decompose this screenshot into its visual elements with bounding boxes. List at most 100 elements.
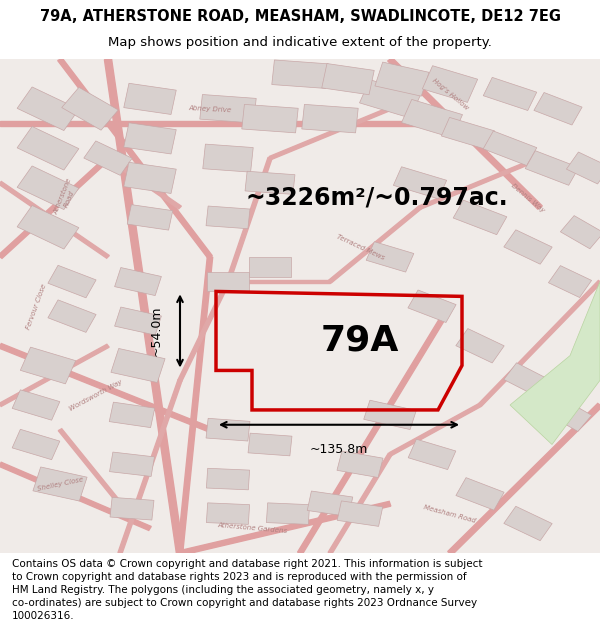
Text: co-ordinates) are subject to Crown copyright and database rights 2023 Ordnance S: co-ordinates) are subject to Crown copyr… — [12, 598, 477, 608]
Bar — [483, 131, 537, 166]
Polygon shape — [419, 157, 541, 209]
Text: Abney Drive: Abney Drive — [188, 104, 232, 113]
Polygon shape — [478, 281, 600, 406]
Text: 100026316.: 100026316. — [12, 611, 74, 621]
Bar — [453, 200, 507, 234]
Text: Atherstone Gardens: Atherstone Gardens — [217, 522, 287, 534]
Bar — [266, 503, 310, 524]
Bar — [127, 204, 173, 230]
Bar — [109, 402, 155, 428]
Bar — [408, 439, 456, 469]
Bar — [359, 79, 421, 118]
Text: Map shows position and indicative extent of the property.: Map shows position and indicative extent… — [108, 36, 492, 49]
Bar — [203, 144, 253, 172]
Bar — [566, 152, 600, 184]
Bar — [124, 83, 176, 114]
Bar — [307, 491, 353, 516]
Polygon shape — [178, 281, 230, 381]
Bar — [337, 451, 383, 478]
Bar — [20, 347, 76, 384]
Bar — [504, 506, 552, 541]
Polygon shape — [269, 107, 391, 159]
Bar — [33, 467, 87, 501]
Polygon shape — [107, 157, 181, 209]
Polygon shape — [0, 344, 211, 432]
Polygon shape — [328, 454, 392, 554]
Bar — [110, 498, 154, 520]
Bar — [456, 329, 504, 363]
Text: Terraced Mews: Terraced Mews — [335, 233, 385, 261]
Text: ~135.8m: ~135.8m — [310, 443, 368, 456]
Bar — [364, 400, 416, 429]
Text: HM Land Registry. The polygons (including the associated geometry, namely x, y: HM Land Registry. The polygons (includin… — [12, 585, 434, 595]
Bar — [12, 429, 60, 460]
Text: Measham Road: Measham Road — [423, 504, 477, 524]
Text: 79A: 79A — [321, 324, 399, 357]
Polygon shape — [0, 121, 420, 126]
Polygon shape — [179, 501, 391, 556]
Bar — [110, 452, 154, 476]
Polygon shape — [228, 280, 330, 283]
Polygon shape — [0, 344, 109, 406]
Bar — [394, 167, 446, 199]
Text: to Crown copyright and database rights 2023 and is reproduced with the permissio: to Crown copyright and database rights 2… — [12, 572, 467, 582]
Bar — [249, 257, 291, 277]
Bar — [456, 478, 504, 510]
Bar — [422, 66, 478, 102]
Text: 79A, ATHERSTONE ROAD, MEASHAM, SWADLINCOTE, DE12 7EG: 79A, ATHERSTONE ROAD, MEASHAM, SWADLINCO… — [40, 9, 560, 24]
Bar — [124, 162, 176, 194]
Text: ~3226m²/~0.797ac.: ~3226m²/~0.797ac. — [246, 186, 509, 209]
Bar — [302, 104, 358, 133]
Bar — [504, 362, 552, 398]
Polygon shape — [58, 58, 212, 258]
Bar — [375, 62, 429, 96]
Polygon shape — [0, 157, 110, 258]
Bar — [560, 216, 600, 249]
Polygon shape — [118, 380, 182, 554]
Polygon shape — [226, 158, 272, 282]
Bar — [207, 272, 249, 291]
Bar — [337, 501, 383, 526]
Bar — [124, 122, 176, 154]
Bar — [206, 503, 250, 524]
Bar — [442, 118, 494, 149]
Text: ~54.0m: ~54.0m — [149, 306, 163, 356]
Polygon shape — [389, 404, 481, 456]
Bar — [12, 390, 60, 420]
Bar — [115, 268, 161, 296]
Bar — [115, 307, 161, 335]
Bar — [504, 230, 552, 264]
Polygon shape — [448, 403, 600, 555]
Text: Hog's Hollow: Hog's Hollow — [431, 77, 469, 111]
Text: Shelley Close: Shelley Close — [37, 476, 83, 492]
Text: Contains OS data © Crown copyright and database right 2021. This information is : Contains OS data © Crown copyright and d… — [12, 559, 482, 569]
Bar — [534, 92, 582, 125]
Polygon shape — [298, 305, 452, 554]
Bar — [48, 300, 96, 332]
Polygon shape — [388, 58, 542, 209]
Bar — [242, 104, 298, 133]
Text: Atherstone
Road: Atherstone Road — [53, 177, 79, 218]
Text: Fervour Close: Fervour Close — [25, 282, 47, 330]
Bar — [17, 87, 79, 131]
Polygon shape — [104, 59, 184, 554]
Bar — [206, 206, 250, 229]
Bar — [272, 60, 328, 88]
Bar — [206, 468, 250, 490]
Bar — [17, 166, 79, 209]
Bar — [483, 78, 537, 111]
Polygon shape — [329, 206, 421, 282]
Bar — [525, 151, 579, 185]
Bar — [111, 349, 165, 382]
Polygon shape — [0, 462, 151, 531]
Bar — [322, 64, 374, 95]
Polygon shape — [0, 181, 109, 258]
Polygon shape — [58, 429, 122, 505]
Bar — [408, 290, 456, 322]
Bar — [248, 433, 292, 456]
Bar — [548, 398, 592, 431]
Bar — [200, 94, 256, 123]
Bar — [245, 171, 295, 194]
Bar — [206, 418, 250, 441]
Bar — [17, 206, 79, 249]
